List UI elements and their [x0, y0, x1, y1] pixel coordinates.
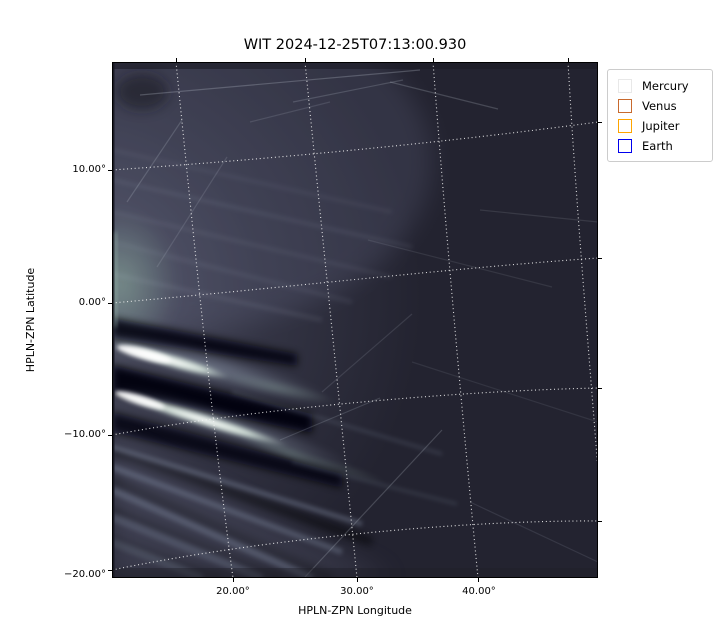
- legend-label: Mercury: [642, 79, 689, 93]
- x-tick-label-30: 30.00°: [340, 586, 374, 597]
- y-tick-label-neg10: −10.00°: [63, 429, 106, 440]
- plot-title: WIT 2024-12-25T07:13:00.930: [243, 37, 467, 53]
- tick-mark: [305, 58, 306, 62]
- legend-item-mercury: Mercury: [616, 76, 704, 96]
- earth-swatch-icon: [618, 139, 632, 153]
- tick-mark: [357, 578, 358, 582]
- tick-mark: [478, 578, 479, 582]
- x-tick-label-20: 20.00°: [216, 586, 250, 597]
- legend-label: Jupiter: [642, 119, 680, 133]
- tick-mark: [233, 578, 234, 582]
- tick-mark: [433, 58, 434, 62]
- x-tick-label-40: 40.00°: [462, 586, 496, 597]
- tick-mark: [108, 303, 112, 304]
- heliospheric-image-canvas: [112, 62, 598, 578]
- tick-mark: [108, 170, 112, 171]
- venus-swatch-icon: [618, 99, 632, 113]
- tick-mark: [598, 258, 602, 259]
- tick-mark: [108, 570, 112, 571]
- tick-mark: [176, 58, 177, 62]
- y-tick-label-neg20: −20.00°: [63, 569, 106, 580]
- y-tick-label-0: 0.00°: [78, 297, 106, 308]
- tick-mark: [598, 122, 602, 123]
- tick-mark: [598, 521, 602, 522]
- legend-label: Venus: [642, 99, 677, 113]
- x-axis-label: HPLN-ZPN Longitude: [298, 604, 412, 617]
- legend-item-venus: Venus: [616, 96, 704, 116]
- tick-mark: [598, 388, 602, 389]
- legend: Mercury Venus Jupiter Earth: [607, 69, 713, 162]
- mercury-swatch-icon: [618, 79, 632, 93]
- tick-mark: [108, 435, 112, 436]
- jupiter-swatch-icon: [618, 119, 632, 133]
- legend-label: Earth: [642, 139, 673, 153]
- y-tick-label-10: 10.00°: [72, 164, 106, 175]
- tick-mark: [568, 58, 569, 62]
- legend-item-earth: Earth: [616, 136, 704, 156]
- y-axis-label: HPLN-ZPN Latitude: [24, 267, 37, 373]
- legend-item-jupiter: Jupiter: [616, 116, 704, 136]
